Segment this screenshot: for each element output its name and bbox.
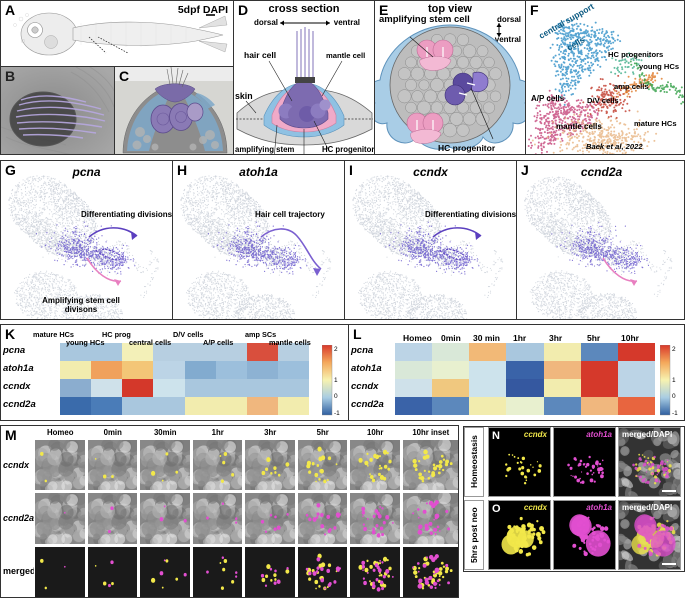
svg-text:hair cell: hair cell [244,50,276,60]
svg-text:D/V cells: D/V cells [587,96,619,105]
svg-text:A/P cells: A/P cells [531,94,565,103]
svg-text:Baek et al, 2022: Baek et al, 2022 [586,142,643,151]
svg-text:skin: skin [235,91,253,101]
svg-text:amp cells: amp cells [614,82,649,91]
svg-text:HC progenitor: HC progenitor [322,145,374,154]
svg-text:amplifying stem: amplifying stem [235,145,294,154]
svg-text:mature HCs: mature HCs [634,119,677,128]
svg-text:HC progenitor: HC progenitor [438,143,496,153]
svg-text:mantle cell: mantle cell [326,51,365,60]
svg-text:mantle cells: mantle cells [556,122,602,131]
svg-text:HC progenitors: HC progenitors [608,50,663,59]
svg-text:young HCs: young HCs [639,62,679,71]
